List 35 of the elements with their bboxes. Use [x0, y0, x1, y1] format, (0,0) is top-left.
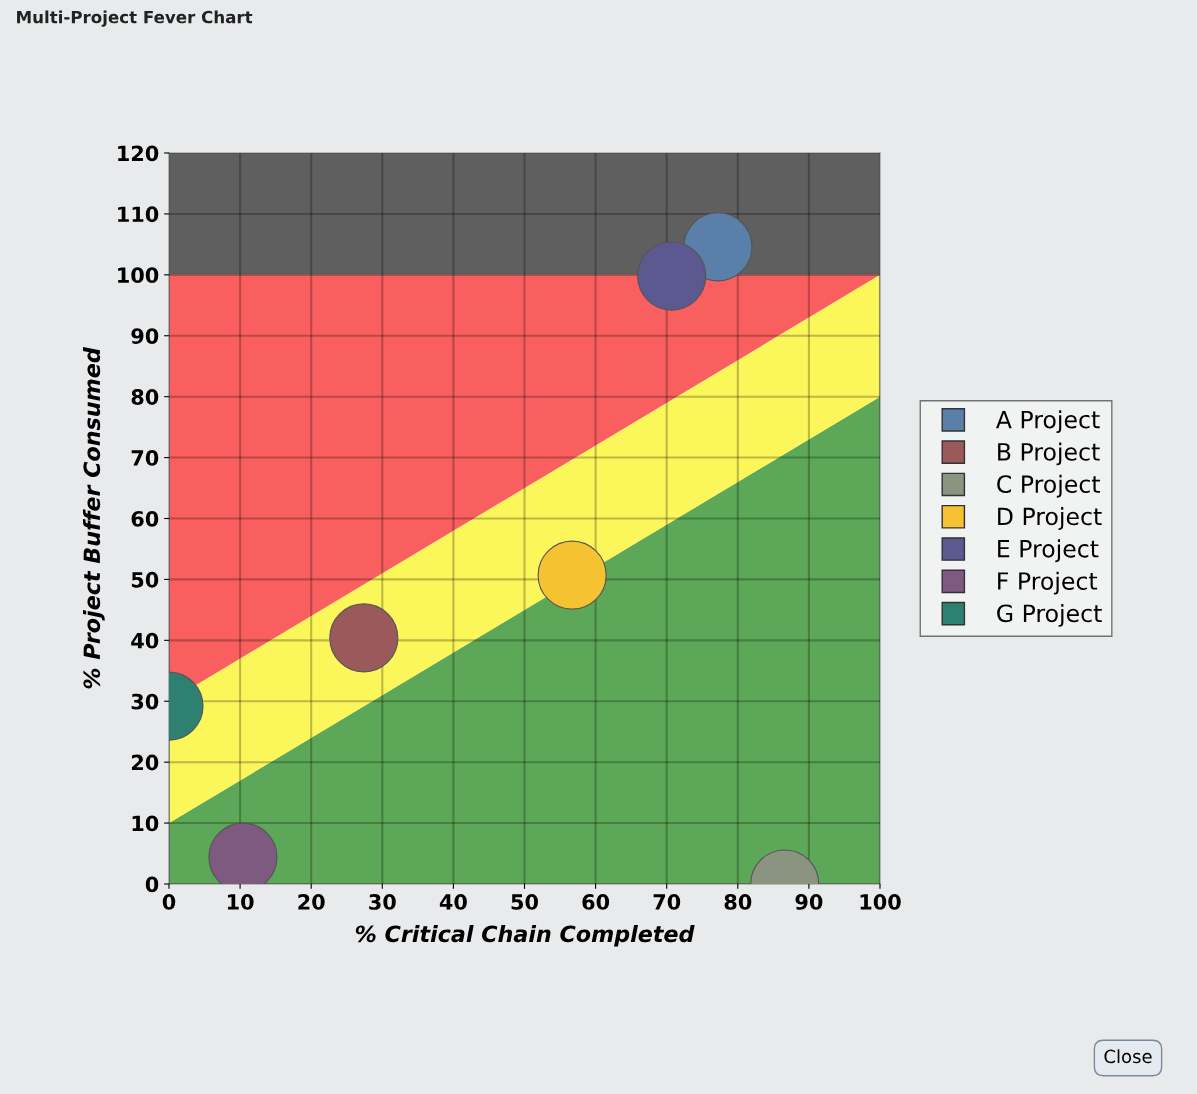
y-tick-label: 70 [131, 450, 159, 466]
y-tick-label: 50 [131, 571, 159, 588]
x-tick-label: 0 [162, 894, 176, 910]
y-tick-label: 30 [131, 693, 159, 710]
y-tick-label: 110 [118, 206, 159, 223]
legend-label: A Project [995, 410, 1100, 434]
y-tick-label: 80 [131, 389, 159, 405]
y-axis-title: % Project Buffer Consumed [83, 347, 105, 689]
legend-label: D Project [998, 507, 1102, 530]
x-tick-label: 20 [298, 894, 325, 910]
y-tick-label: 40 [131, 632, 159, 649]
y-tick-label: 120 [118, 145, 159, 162]
x-tick-label: 40 [439, 894, 467, 910]
x-axis-title: % Critical Chain Completed [355, 925, 695, 947]
x-tick-label: 10 [227, 894, 254, 910]
y-tick-label: 20 [131, 754, 159, 771]
y-tick-label: 10 [132, 815, 159, 832]
chart-title: Multi-Project Fever Chart [17, 10, 253, 27]
y-tick-label: 0 [145, 876, 159, 893]
y-tick-label: 100 [118, 267, 159, 284]
x-tick-label: 100 [860, 894, 901, 910]
legend-label: B Project [998, 442, 1100, 466]
x-tick-label: 70 [653, 894, 681, 910]
x-tick-label: 90 [795, 894, 823, 910]
y-tick-label: 90 [131, 328, 159, 344]
x-tick-label: 60 [582, 894, 610, 910]
legend-label: C Project [997, 474, 1100, 498]
x-tick-label: 50 [511, 894, 538, 910]
x-tick-label: 30 [369, 894, 396, 910]
x-tick-label: 80 [724, 894, 752, 910]
legend-label: E Project [998, 539, 1099, 563]
text: Close [1104, 1049, 1152, 1064]
y-tick-label: 60 [131, 510, 159, 527]
legend-label: G Project [997, 603, 1102, 627]
legend-label: F Project [998, 571, 1098, 595]
